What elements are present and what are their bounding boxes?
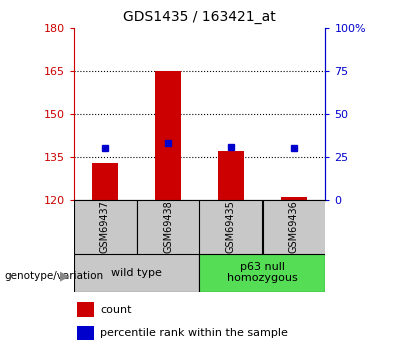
Bar [74,200,136,254]
Bar [136,200,200,254]
Bar [281,197,307,200]
Title: GDS1435 / 163421_at: GDS1435 / 163421_at [123,10,276,24]
Text: percentile rank within the sample: percentile rank within the sample [100,328,288,338]
Text: ▶: ▶ [60,269,70,283]
Bar [77,326,94,340]
Bar [262,200,326,254]
Bar [200,254,326,292]
Bar [77,303,94,317]
Text: wild type: wild type [111,268,162,277]
Text: genotype/variation: genotype/variation [4,271,103,281]
Bar [74,254,200,292]
Bar [200,200,262,254]
Text: GSM69437: GSM69437 [100,200,110,253]
Text: GSM69438: GSM69438 [163,200,173,253]
Text: p63 null
homozygous: p63 null homozygous [227,262,298,283]
Bar [155,71,181,200]
Bar [218,151,244,200]
Text: count: count [100,305,132,315]
Bar [92,163,118,200]
Text: GSM69435: GSM69435 [226,200,236,253]
Text: GSM69436: GSM69436 [289,200,299,253]
